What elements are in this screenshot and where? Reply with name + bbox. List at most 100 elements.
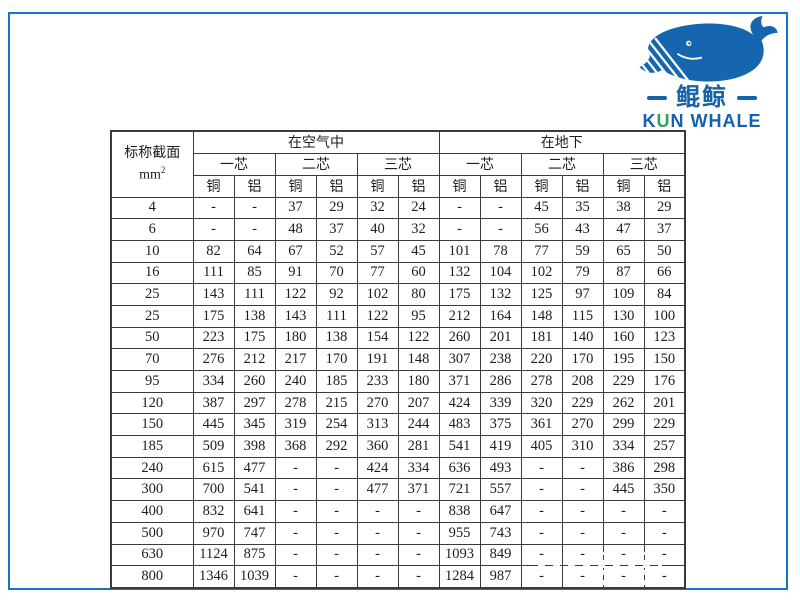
value-cell: 386	[602, 456, 645, 480]
core-header: 三芯	[602, 152, 686, 176]
value-cell: 307	[438, 348, 481, 371]
material-header: 铝	[315, 174, 358, 198]
value-cell: 195	[602, 348, 645, 371]
table-row: 240 615 477- -424 334 636 493- -386 298	[110, 456, 686, 480]
value-cell: 77	[356, 261, 399, 285]
logo-english-name: KUN WHALE	[612, 111, 792, 131]
value-cell: -	[438, 196, 481, 220]
value-cell: 32	[397, 218, 440, 241]
value-cell: 175	[192, 304, 235, 328]
value-cell: -	[397, 565, 440, 589]
value-cell: 832	[192, 500, 235, 523]
value-cell: 320	[520, 391, 563, 415]
core-header: 一芯	[192, 152, 276, 176]
value-cell: 70	[315, 261, 358, 285]
value-cell: -	[315, 500, 358, 523]
value-cell: -	[561, 456, 604, 480]
value-cell: -	[561, 543, 604, 567]
value-cell: 557	[479, 478, 522, 502]
value-cell: -	[479, 218, 522, 241]
value-cell: 175	[438, 283, 481, 306]
table-row: 150 445 345 319 254 313 244 483 375 361 270 299 229	[110, 413, 686, 437]
value-cell: 493	[479, 456, 522, 480]
row-size-cell: 800	[110, 565, 194, 589]
value-cell: 240	[274, 370, 317, 393]
table-row: 50 223 175 180 138 154 122 260 201 181 140 160 123	[110, 326, 686, 350]
value-cell: 176	[643, 370, 686, 393]
value-cell: -	[192, 218, 235, 241]
value-cell: 244	[397, 413, 440, 437]
value-cell: 286	[479, 370, 522, 393]
value-cell: -	[315, 478, 358, 502]
value-cell: 140	[561, 326, 604, 350]
value-cell: -	[356, 521, 399, 545]
group-header: 在空气中	[192, 130, 440, 154]
value-cell: 95	[397, 304, 440, 328]
table-row: 500 970 747- - - -955 743- - - -	[110, 521, 686, 545]
value-cell: -	[520, 543, 563, 567]
table-row: 95 334 260 240 185 233 180 371 286 278 208 229 176	[110, 370, 686, 393]
value-cell: -	[479, 196, 522, 220]
value-cell: -	[520, 521, 563, 545]
logo-dash-right	[737, 96, 757, 100]
value-cell: -	[643, 543, 686, 567]
value-cell: 970	[192, 521, 235, 545]
table-row: 630 1124 875- - - -1093 849- - - -	[110, 543, 686, 567]
value-cell: 29	[643, 196, 686, 220]
value-cell: 84	[643, 283, 686, 306]
value-cell: -	[274, 500, 317, 523]
value-cell: 37	[643, 218, 686, 241]
value-cell: 371	[397, 478, 440, 502]
value-cell: 310	[561, 435, 604, 458]
value-cell: 229	[643, 413, 686, 437]
corner-line2: mm2	[139, 164, 166, 183]
value-cell: -	[397, 521, 440, 545]
value-cell: 212	[438, 304, 481, 328]
value-cell: 37	[315, 218, 358, 241]
value-cell: 212	[233, 348, 276, 371]
value-cell: -	[274, 456, 317, 480]
value-cell: 66	[643, 261, 686, 285]
value-cell: 223	[192, 326, 235, 350]
core-header: 二芯	[274, 152, 358, 176]
material-header: 铜	[192, 174, 235, 198]
value-cell: 201	[479, 326, 522, 350]
value-cell: 700	[192, 478, 235, 502]
value-cell: -	[561, 500, 604, 523]
value-cell: 371	[438, 370, 481, 393]
table-row: 25 143 111 122 92 102 80 175 132 125 97 109 84	[110, 283, 686, 306]
value-cell: 987	[479, 565, 522, 589]
row-size-cell: 400	[110, 500, 194, 523]
value-cell: -	[520, 565, 563, 589]
value-cell: 111	[233, 283, 276, 306]
value-cell: -	[315, 521, 358, 545]
value-cell: 92	[315, 283, 358, 306]
material-header: 铝	[233, 174, 276, 198]
value-cell: 636	[438, 456, 481, 480]
whale-icon	[639, 15, 778, 82]
value-cell: 38	[602, 196, 645, 220]
value-cell: 509	[192, 435, 235, 458]
logo-dash-left	[647, 96, 667, 100]
value-cell: 838	[438, 500, 481, 523]
row-size-cell: 6	[110, 218, 194, 241]
table-row: 400 832 641- - - -838 647- - - -	[110, 500, 686, 523]
material-header: 铜	[520, 174, 563, 198]
value-cell: 109	[602, 283, 645, 306]
value-cell: 1346	[192, 565, 235, 589]
value-cell: 445	[192, 413, 235, 437]
header-row-groups: 标称截面 mm2 在空气中 在地下	[110, 130, 686, 198]
value-cell: 278	[274, 391, 317, 415]
value-cell: -	[561, 565, 604, 589]
value-cell: 424	[438, 391, 481, 415]
value-cell: 647	[479, 500, 522, 523]
value-cell: 257	[643, 435, 686, 458]
value-cell: 201	[643, 391, 686, 415]
value-cell: 122	[356, 304, 399, 328]
value-cell: 368	[274, 435, 317, 458]
value-cell: 143	[192, 283, 235, 306]
value-cell: 270	[356, 391, 399, 415]
value-cell: -	[315, 456, 358, 480]
group-header: 在地下	[438, 130, 686, 154]
material-header: 铜	[602, 174, 645, 198]
